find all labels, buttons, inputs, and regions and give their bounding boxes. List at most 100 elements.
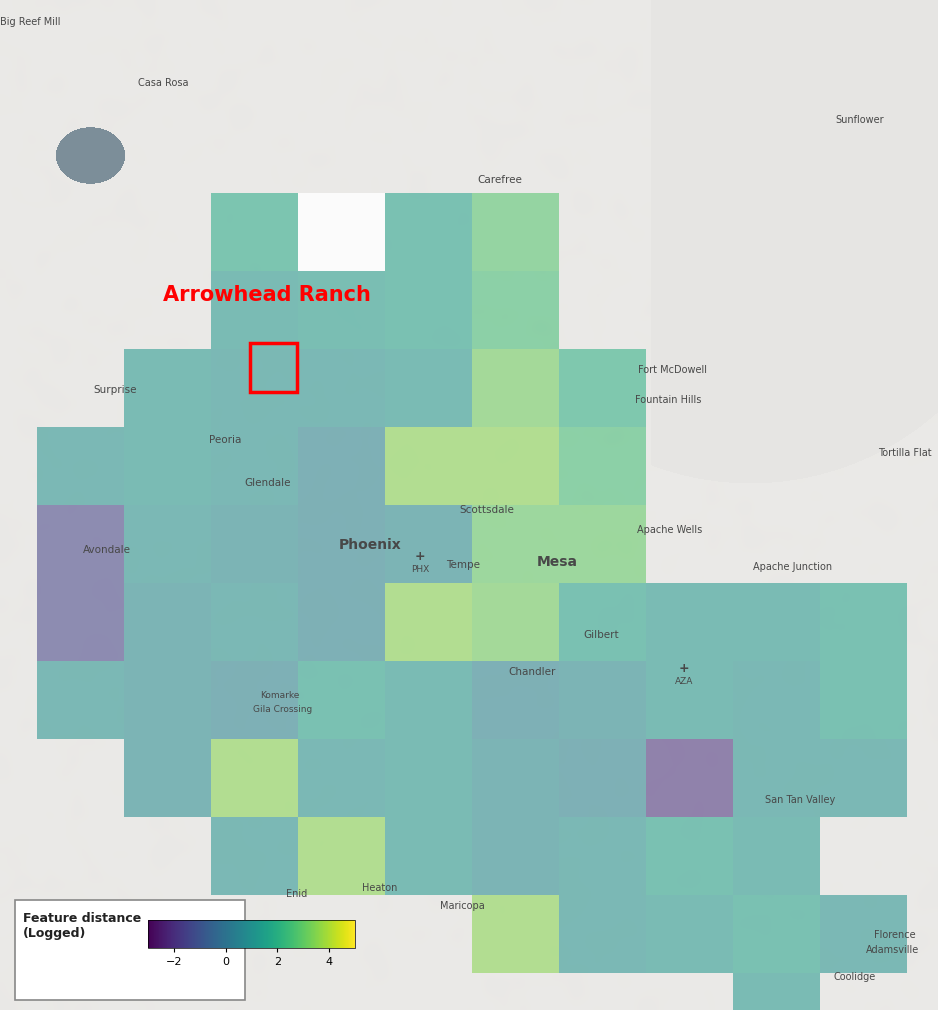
Text: Glendale: Glendale xyxy=(245,478,292,488)
Bar xyxy=(472,739,559,817)
Bar xyxy=(385,505,472,583)
Bar xyxy=(472,193,559,271)
Text: Maricopa: Maricopa xyxy=(440,901,484,911)
Bar xyxy=(37,583,124,661)
Bar xyxy=(733,739,820,817)
Text: Feature distance
(Logged): Feature distance (Logged) xyxy=(23,912,142,940)
Text: Gila Crossing: Gila Crossing xyxy=(253,706,312,714)
Text: Fort McDowell: Fort McDowell xyxy=(639,365,707,375)
Bar xyxy=(211,505,298,583)
Text: Apache Wells: Apache Wells xyxy=(638,525,703,535)
Text: Phoenix: Phoenix xyxy=(339,538,401,552)
Text: Arrowhead Ranch: Arrowhead Ranch xyxy=(163,285,371,305)
Text: Casa Rosa: Casa Rosa xyxy=(138,78,189,88)
Bar xyxy=(820,895,907,973)
Bar xyxy=(733,817,820,895)
Text: AZA: AZA xyxy=(674,677,693,686)
Bar xyxy=(211,583,298,661)
Bar xyxy=(733,661,820,739)
Text: Tempe: Tempe xyxy=(446,560,480,570)
Bar xyxy=(385,583,472,661)
Bar xyxy=(559,349,646,427)
Bar xyxy=(250,343,297,392)
Bar xyxy=(820,739,907,817)
Bar xyxy=(385,271,472,349)
Bar xyxy=(472,349,559,427)
Bar xyxy=(472,427,559,505)
Text: Mobile: Mobile xyxy=(199,903,231,913)
Bar xyxy=(559,739,646,817)
Bar xyxy=(385,739,472,817)
Bar xyxy=(37,505,124,583)
Text: San Tan Valley: San Tan Valley xyxy=(764,795,835,805)
Text: Chandler: Chandler xyxy=(508,667,555,677)
Text: Scottsdale: Scottsdale xyxy=(460,505,514,515)
Text: Apache Junction: Apache Junction xyxy=(753,562,833,572)
Text: Komarke: Komarke xyxy=(261,692,299,701)
Text: Mesa: Mesa xyxy=(537,556,578,569)
Bar xyxy=(559,661,646,739)
Bar xyxy=(472,583,559,661)
Bar xyxy=(646,583,733,661)
Text: Avondale: Avondale xyxy=(83,545,131,556)
Bar xyxy=(298,349,385,427)
Bar xyxy=(820,661,907,739)
Bar xyxy=(124,661,211,739)
Bar xyxy=(472,817,559,895)
Bar xyxy=(15,900,245,1000)
Bar xyxy=(211,271,298,349)
Bar xyxy=(733,973,820,1010)
Bar xyxy=(124,583,211,661)
Text: Carefree: Carefree xyxy=(477,175,522,185)
Text: PHX: PHX xyxy=(411,565,429,574)
Bar xyxy=(733,583,820,661)
Bar xyxy=(472,895,559,973)
Text: Adamsville: Adamsville xyxy=(867,945,919,955)
Bar xyxy=(298,427,385,505)
Bar xyxy=(472,661,559,739)
Bar xyxy=(298,661,385,739)
Bar xyxy=(385,661,472,739)
Text: Big Reef Mill: Big Reef Mill xyxy=(0,17,60,27)
Text: Tortilla Flat: Tortilla Flat xyxy=(878,448,931,458)
Bar xyxy=(385,817,472,895)
Bar xyxy=(124,349,211,427)
Bar xyxy=(211,349,298,427)
Bar xyxy=(385,427,472,505)
Bar xyxy=(211,739,298,817)
Bar xyxy=(211,427,298,505)
Text: Sunflower: Sunflower xyxy=(836,115,885,125)
Text: Fountain Hills: Fountain Hills xyxy=(635,395,702,405)
Text: Florence: Florence xyxy=(874,930,915,940)
Text: Peoria: Peoria xyxy=(209,435,241,445)
Text: Heaton: Heaton xyxy=(362,883,398,893)
Bar xyxy=(646,817,733,895)
Bar xyxy=(298,583,385,661)
Bar xyxy=(559,505,646,583)
Bar xyxy=(124,739,211,817)
Bar xyxy=(211,817,298,895)
Text: Surprise: Surprise xyxy=(93,385,137,395)
Text: Coolidge: Coolidge xyxy=(834,972,876,982)
Bar xyxy=(646,739,733,817)
Bar xyxy=(124,505,211,583)
Bar xyxy=(646,661,733,739)
Bar xyxy=(37,427,124,505)
Bar xyxy=(646,895,733,973)
Bar xyxy=(211,193,298,271)
Bar xyxy=(298,505,385,583)
Bar xyxy=(559,817,646,895)
Bar xyxy=(385,349,472,427)
Bar xyxy=(820,583,907,661)
Bar xyxy=(298,193,385,271)
Bar xyxy=(559,427,646,505)
Bar xyxy=(559,895,646,973)
Bar xyxy=(472,271,559,349)
Text: Gilbert: Gilbert xyxy=(583,630,619,640)
Text: Enid: Enid xyxy=(286,889,308,899)
Bar xyxy=(385,193,472,271)
Bar xyxy=(298,817,385,895)
Bar xyxy=(733,895,820,973)
Bar xyxy=(298,739,385,817)
Bar xyxy=(37,661,124,739)
